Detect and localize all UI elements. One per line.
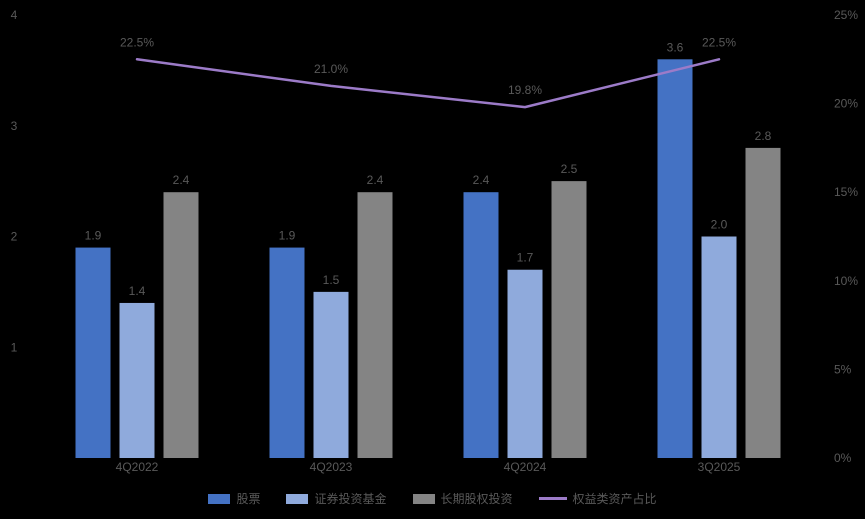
- legend-item-longterm-equity: 长期股权投资: [412, 490, 513, 507]
- bar: [313, 291, 349, 458]
- bar-value-label: 1.9: [279, 229, 296, 243]
- category-axis-label: 4Q2022: [116, 460, 159, 474]
- bar: [507, 269, 543, 458]
- legend-label-stocks: 股票: [236, 492, 261, 506]
- legend-item-stocks: 股票: [208, 490, 260, 507]
- legend-item-equity-ratio: 权益类资产占比: [538, 490, 657, 507]
- line-series: [135, 58, 721, 109]
- bar: [463, 192, 499, 458]
- legend-label-securities-funds: 证券投资基金: [314, 492, 387, 506]
- line-value-label: 19.8%: [508, 83, 542, 97]
- bar-value-label: 1.7: [517, 251, 534, 265]
- bar-value-label: 2.5: [561, 162, 578, 176]
- bar-value-label: 3.6: [667, 40, 684, 54]
- bar: [551, 181, 587, 458]
- legend-label-longterm-equity: 长期股权投资: [440, 492, 513, 506]
- bar-value-label: 2.8: [755, 129, 772, 143]
- right-axis-tick-label: 5%: [834, 362, 852, 376]
- bar: [701, 236, 737, 458]
- line-value-label: 22.5%: [120, 35, 154, 49]
- bar: [357, 192, 393, 458]
- bar: [119, 302, 155, 458]
- bar-value-label: 2.4: [473, 173, 490, 187]
- bar-value-label: 2.4: [173, 173, 190, 187]
- bar-value-label: 1.4: [129, 284, 146, 298]
- right-axis-tick-label: 25%: [834, 8, 858, 22]
- right-axis-tick-label: 15%: [834, 185, 858, 199]
- bar-value-label: 1.5: [323, 273, 340, 287]
- bar: [75, 247, 111, 458]
- legend-swatch-stocks-icon: [208, 493, 231, 504]
- legend-line-equity-ratio-icon: [538, 497, 567, 500]
- left-axis-tick-label: 3: [11, 119, 18, 133]
- left-axis-tick-label: 2: [11, 230, 18, 244]
- category-axis-label: 3Q2025: [698, 460, 741, 474]
- line-value-label: 21.0%: [314, 62, 348, 76]
- legend-swatch-longterm-equity-icon: [412, 493, 435, 504]
- bar-value-label: 2.0: [711, 218, 728, 232]
- left-axis-tick-label: 4: [11, 8, 18, 22]
- bar-value-label: 2.4: [367, 173, 384, 187]
- bar: [269, 247, 305, 458]
- left-axis-tick-label: 1: [11, 340, 18, 354]
- bar: [657, 59, 693, 459]
- category-axis-label: 4Q2023: [310, 460, 353, 474]
- legend-item-securities-funds: 证券投资基金: [286, 490, 387, 507]
- category-axis-label: 4Q2024: [504, 460, 547, 474]
- line-value-label: 22.5%: [702, 35, 736, 49]
- legend-swatch-securities-funds-icon: [286, 493, 309, 504]
- right-axis-tick-label: 20%: [834, 97, 858, 111]
- chart-legend: 股票 证券投资基金 长期股权投资 权益类资产占比: [0, 490, 865, 507]
- bar: [163, 192, 199, 458]
- bar: [745, 147, 781, 458]
- right-axis-tick-label: 10%: [834, 274, 858, 288]
- right-axis-tick-label: 0%: [834, 451, 852, 465]
- legend-label-equity-ratio: 权益类资产占比: [572, 492, 657, 506]
- bar-value-label: 1.9: [85, 229, 102, 243]
